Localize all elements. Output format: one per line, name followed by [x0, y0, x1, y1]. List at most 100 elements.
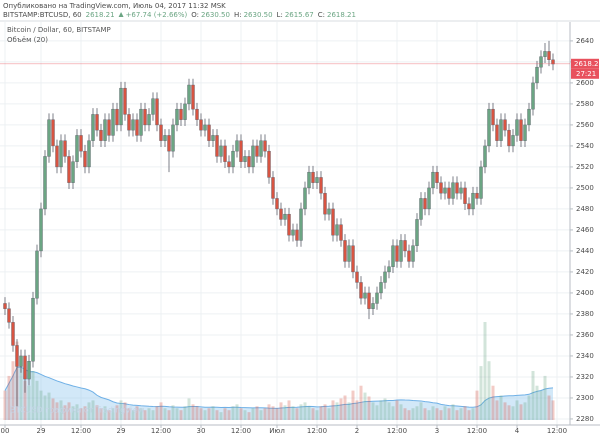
volume-bar: [7, 375, 11, 420]
candle-body: [139, 108, 143, 136]
volume-bar: [175, 408, 179, 420]
candle-body: [419, 198, 423, 220]
candle-body: [327, 208, 331, 215]
candle-body: [223, 145, 227, 162]
candle-body: [491, 108, 495, 126]
volume-bar: [263, 408, 267, 420]
candle-body: [211, 135, 215, 141]
candle-body: [231, 150, 235, 168]
candle-body: [439, 182, 443, 194]
candle-body: [247, 156, 251, 168]
candle-body: [199, 119, 203, 131]
volume-bar: [247, 412, 251, 420]
volume-bar: [235, 404, 239, 420]
volume-bar: [415, 406, 419, 420]
volume-bar: [459, 408, 463, 420]
volume-bar: [495, 400, 499, 420]
ohlc-label: L:: [277, 11, 283, 19]
candle-body: [83, 150, 87, 168]
series-title: Bitcoin / Dollar, 60, BITSTAMP: [7, 26, 111, 34]
y-tick-label: 2420: [576, 268, 594, 276]
candle-body: [47, 119, 51, 157]
y-tick-label: 2640: [576, 37, 594, 45]
candle-body: [123, 87, 127, 115]
volume-bar: [351, 390, 355, 420]
volume-bar: [503, 402, 507, 420]
volume-bar: [371, 402, 375, 420]
volume-bar: [35, 380, 39, 420]
volume-bar: [239, 408, 243, 420]
candle-body: [63, 140, 67, 157]
candle-body: [399, 240, 403, 262]
candle-body: [75, 135, 79, 162]
symbol-line: BITSTAMP:BTCUSD, 60 2618.21 +67.74 (+2.66%…: [3, 11, 356, 19]
candle-body: [107, 119, 111, 136]
candle-body: [79, 135, 83, 152]
volume-bar: [507, 405, 511, 420]
volume-ma-line: [4, 366, 554, 409]
candle-body: [143, 108, 147, 126]
last-price: 2618.21: [86, 11, 115, 19]
y-tick-label: 2540: [576, 142, 594, 150]
volume-bar: [399, 404, 403, 420]
volume-bar: [163, 408, 167, 420]
volume-title: Объём (20): [7, 36, 48, 44]
x-tick-label: 12:00: [387, 427, 407, 435]
y-tick-label: 2380: [576, 310, 594, 318]
candle-body: [43, 156, 47, 210]
volume-bar: [199, 408, 203, 420]
candle-body: [115, 108, 119, 126]
x-tick-label: 12:00: [467, 427, 487, 435]
change: +67.74 (+2.66%): [126, 11, 188, 19]
ohlc-value: 2630.50: [244, 11, 273, 19]
candle-body: [335, 224, 339, 236]
candle-body: [387, 266, 391, 273]
candle-body: [471, 192, 475, 210]
candle-body: [51, 119, 55, 147]
candle-body: [475, 192, 479, 199]
ohlc-value: 2618.21: [327, 11, 356, 19]
volume-bar: [211, 406, 215, 420]
x-tick-label: 3: [435, 427, 439, 435]
volume-bar: [115, 405, 119, 420]
candle-body: [367, 292, 371, 309]
volume-bar: [75, 404, 79, 420]
candle-body: [427, 187, 431, 210]
up-arrow: [118, 12, 124, 17]
volume-bar: [147, 408, 151, 420]
volume-bar: [547, 395, 551, 420]
volume-bar: [287, 400, 291, 420]
candle-body: [103, 119, 107, 141]
x-tick-label: Июл: [269, 427, 285, 435]
candle-body: [127, 114, 131, 131]
last-price-tag: [571, 58, 599, 69]
volume-bar: [255, 406, 259, 420]
x-tick-label: 30: [197, 427, 206, 435]
candle-body: [267, 150, 271, 178]
volume-bar: [551, 400, 555, 420]
volume-bar: [11, 361, 15, 420]
candle-body: [415, 219, 419, 246]
x-tick-label: 12:00: [307, 427, 327, 435]
volume-bar: [347, 402, 351, 420]
x-tick-label: 2: [355, 427, 359, 435]
candle-body: [99, 129, 103, 141]
candle-body: [39, 208, 43, 252]
volume-bar: [375, 405, 379, 420]
volume-bar: [219, 412, 223, 420]
candle-body: [3, 303, 7, 309]
volume-bar: [123, 402, 127, 420]
candle-body: [167, 135, 171, 152]
candle-body: [71, 161, 75, 183]
x-tick-label: 29: [37, 427, 46, 435]
volume-bar: [31, 371, 35, 420]
x-tick-label: 12:00: [547, 427, 567, 435]
volume-bar: [187, 398, 191, 420]
candle-body: [467, 203, 471, 210]
volume-bar: [391, 406, 395, 420]
volume-bar: [43, 395, 47, 420]
candle-body: [331, 208, 335, 236]
volume-bar: [87, 402, 91, 420]
candle-body: [55, 145, 59, 168]
